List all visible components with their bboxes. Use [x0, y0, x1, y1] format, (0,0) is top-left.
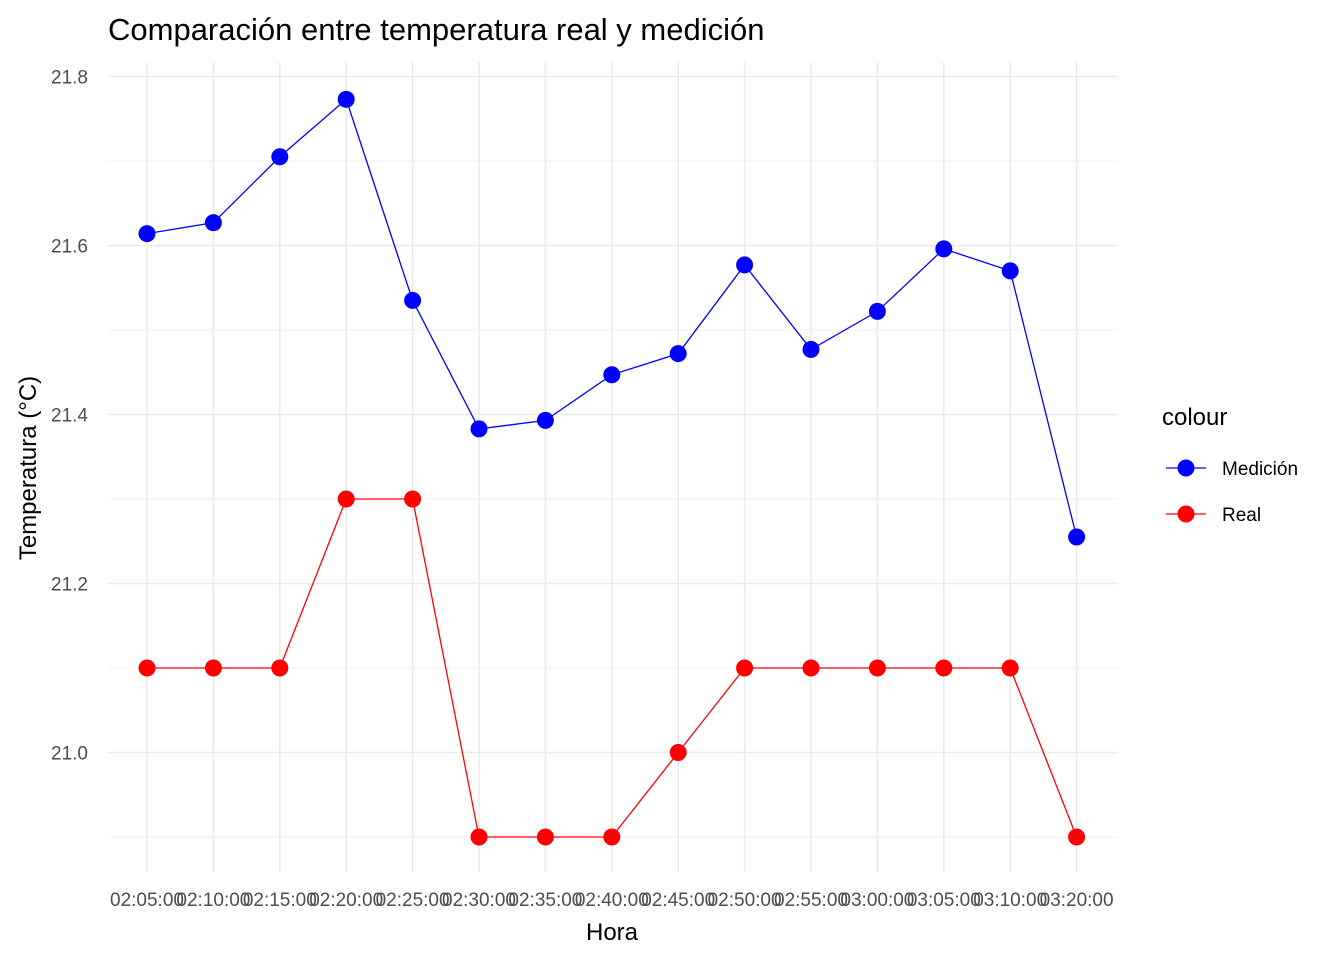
data-point-medici-n — [1001, 262, 1019, 280]
x-axis-ticks: 02:05:0002:10:0002:15:0002:20:0002:25:00… — [110, 890, 1114, 911]
data-point-medici-n — [1068, 528, 1086, 546]
data-point-real — [1001, 659, 1019, 677]
data-point-real — [669, 744, 687, 761]
data-point-real — [1068, 828, 1086, 846]
x-tick-label: 02:55:00 — [774, 890, 848, 911]
x-tick-label: 03:20:00 — [1040, 890, 1114, 911]
x-tick-label: 03:10:00 — [973, 890, 1047, 911]
grid — [108, 62, 1118, 872]
data-point-real — [271, 659, 289, 677]
data-point-real — [536, 828, 554, 846]
x-axis-title: Hora — [586, 919, 639, 946]
data-point-medici-n — [536, 411, 554, 429]
data-point-medici-n — [935, 240, 953, 258]
legend-label: Medición — [1222, 459, 1298, 480]
y-tick-label: 21.0 — [51, 744, 88, 765]
data-point-medici-n — [802, 340, 820, 358]
data-point-real — [802, 659, 820, 677]
legend-key-point — [1177, 505, 1195, 523]
data-point-real — [470, 828, 488, 846]
data-point-real — [204, 659, 222, 677]
x-tick-label: 02:15:00 — [243, 890, 317, 911]
x-tick-label: 02:25:00 — [376, 890, 450, 911]
series-group — [138, 90, 1086, 846]
data-point-medici-n — [337, 90, 355, 108]
data-point-real — [603, 828, 621, 846]
data-point-real — [736, 659, 754, 677]
data-point-medici-n — [470, 420, 488, 438]
y-axis-title: Temperatura (°C) — [15, 376, 42, 560]
y-tick-label: 21.4 — [51, 406, 88, 427]
x-tick-label: 02:45:00 — [641, 890, 715, 911]
x-tick-label: 02:10:00 — [176, 890, 250, 911]
legend-title: colour — [1162, 404, 1227, 431]
x-tick-label: 02:05:00 — [110, 890, 184, 911]
x-tick-label: 03:05:00 — [907, 890, 981, 911]
legend-label: Real — [1222, 505, 1261, 526]
data-point-medici-n — [669, 345, 687, 363]
x-tick-label: 02:40:00 — [575, 890, 649, 911]
data-point-real — [138, 659, 156, 677]
data-point-real — [337, 490, 355, 508]
y-tick-label: 21.2 — [51, 575, 88, 596]
data-point-medici-n — [204, 214, 222, 232]
chart-title: Comparación entre temperatura real y med… — [108, 12, 764, 47]
data-point-medici-n — [404, 291, 422, 309]
x-tick-label: 03:00:00 — [840, 890, 914, 911]
x-tick-label: 02:35:00 — [508, 890, 582, 911]
data-point-real — [868, 659, 886, 677]
data-point-real — [404, 490, 422, 508]
legend-key-point — [1177, 459, 1195, 477]
x-tick-label: 02:30:00 — [442, 890, 516, 911]
y-tick-label: 21.6 — [51, 237, 88, 258]
data-point-medici-n — [271, 148, 289, 166]
data-point-real — [935, 659, 953, 677]
x-tick-label: 02:50:00 — [708, 890, 782, 911]
data-point-medici-n — [138, 225, 156, 243]
data-point-medici-n — [868, 302, 886, 320]
x-tick-label: 02:20:00 — [309, 890, 383, 911]
y-axis-ticks: 21.0 21.2 21.4 21.6 21.8 — [51, 68, 88, 765]
data-point-medici-n — [603, 366, 621, 384]
data-point-medici-n — [736, 256, 754, 274]
legend: colour Medición Real — [1162, 404, 1298, 526]
y-tick-label: 21.8 — [51, 68, 88, 89]
